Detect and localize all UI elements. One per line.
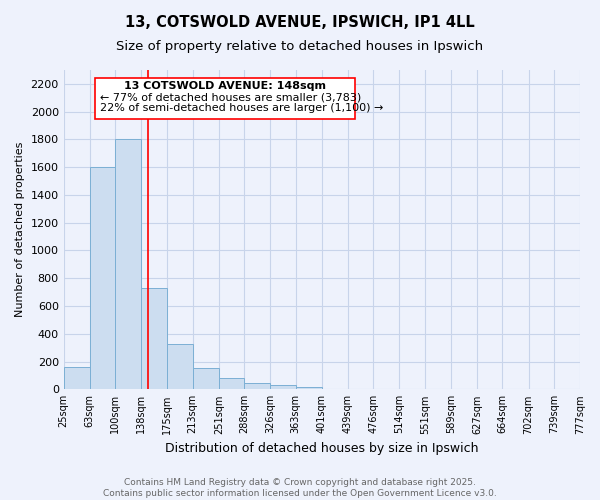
- Bar: [64, 367, 90, 390]
- Bar: [193, 368, 219, 390]
- Bar: [244, 383, 271, 390]
- Bar: [115, 140, 141, 390]
- Bar: [219, 378, 244, 390]
- X-axis label: Distribution of detached houses by size in Ipswich: Distribution of detached houses by size …: [165, 442, 479, 455]
- Text: Contains HM Land Registry data © Crown copyright and database right 2025.
Contai: Contains HM Land Registry data © Crown c…: [103, 478, 497, 498]
- Text: 13, COTSWOLD AVENUE, IPSWICH, IP1 4LL: 13, COTSWOLD AVENUE, IPSWICH, IP1 4LL: [125, 15, 475, 30]
- FancyBboxPatch shape: [95, 78, 355, 120]
- Bar: [271, 386, 296, 390]
- Text: ← 77% of detached houses are smaller (3,783): ← 77% of detached houses are smaller (3,…: [100, 92, 361, 102]
- Text: 13 COTSWOLD AVENUE: 148sqm: 13 COTSWOLD AVENUE: 148sqm: [124, 81, 326, 91]
- Bar: [90, 167, 115, 390]
- Text: Size of property relative to detached houses in Ipswich: Size of property relative to detached ho…: [116, 40, 484, 53]
- Bar: [141, 288, 167, 390]
- Bar: [296, 387, 322, 390]
- Text: 22% of semi-detached houses are larger (1,100) →: 22% of semi-detached houses are larger (…: [100, 104, 383, 114]
- Bar: [167, 344, 193, 390]
- Y-axis label: Number of detached properties: Number of detached properties: [15, 142, 25, 318]
